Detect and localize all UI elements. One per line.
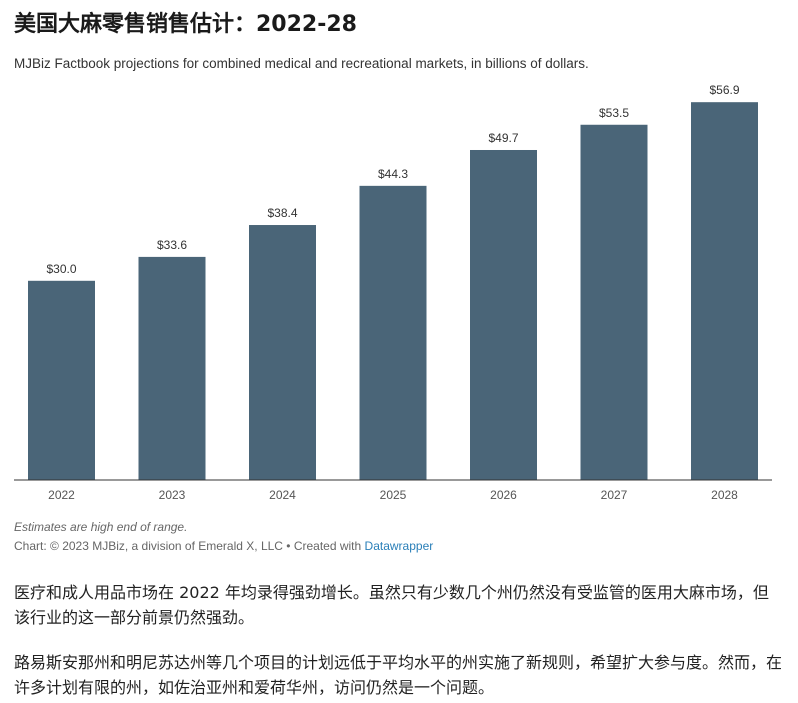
x-tick-2023: 2023 <box>159 488 186 502</box>
bar-chart: $30.0 2022 $33.6 2023 $38.4 2024 $44.3 2025 $49.… <box>14 83 772 502</box>
credit-text: Chart: © 2023 MJBiz, a division of Emera… <box>14 539 365 553</box>
bar-2023 <box>138 256 206 480</box>
bar-2027 <box>580 124 648 480</box>
chart-subtitle: MJBiz Factbook projections for combined … <box>14 56 589 71</box>
x-tick-2026: 2026 <box>490 488 517 502</box>
value-label-2025: $44.3 <box>378 167 408 181</box>
x-tick-2022: 2022 <box>48 488 75 502</box>
value-label-2026: $49.7 <box>488 131 518 145</box>
bar-2028 <box>691 102 758 481</box>
value-label-2027: $53.5 <box>599 106 629 120</box>
chart-note: Estimates are high end of range. <box>14 520 188 534</box>
value-label-2023: $33.6 <box>157 238 187 252</box>
bar-2026 <box>470 149 537 480</box>
datawrapper-link[interactable]: Datawrapper <box>364 539 434 553</box>
value-label-2028: $56.9 <box>709 83 739 97</box>
bar-2025 <box>359 185 427 480</box>
chart-notes: Estimates are high end of range. Chart: … <box>14 520 433 553</box>
chart-title: 美国大麻零售销售估计：2022-28 <box>14 12 357 37</box>
bar-2022 <box>28 280 95 480</box>
article-paragraph-2: 路易斯安那州和明尼苏达州等几个项目的计划远低于平均水平的州实施了新规则，希望扩大… <box>14 653 783 697</box>
article-paragraph-1: 医疗和成人用品市场在 2022 年均录得强劲增长。虽然只有少数几个州仍然没有受监… <box>14 583 769 627</box>
bar-2024 <box>249 225 316 480</box>
value-label-2022: $30.0 <box>46 262 76 276</box>
x-tick-2024: 2024 <box>269 488 296 502</box>
x-tick-2028: 2028 <box>711 488 738 502</box>
x-tick-2027: 2027 <box>601 488 628 502</box>
value-label-2024: $38.4 <box>267 206 297 220</box>
chart-credit: Chart: © 2023 MJBiz, a division of Emera… <box>14 539 433 553</box>
x-tick-2025: 2025 <box>380 488 407 502</box>
